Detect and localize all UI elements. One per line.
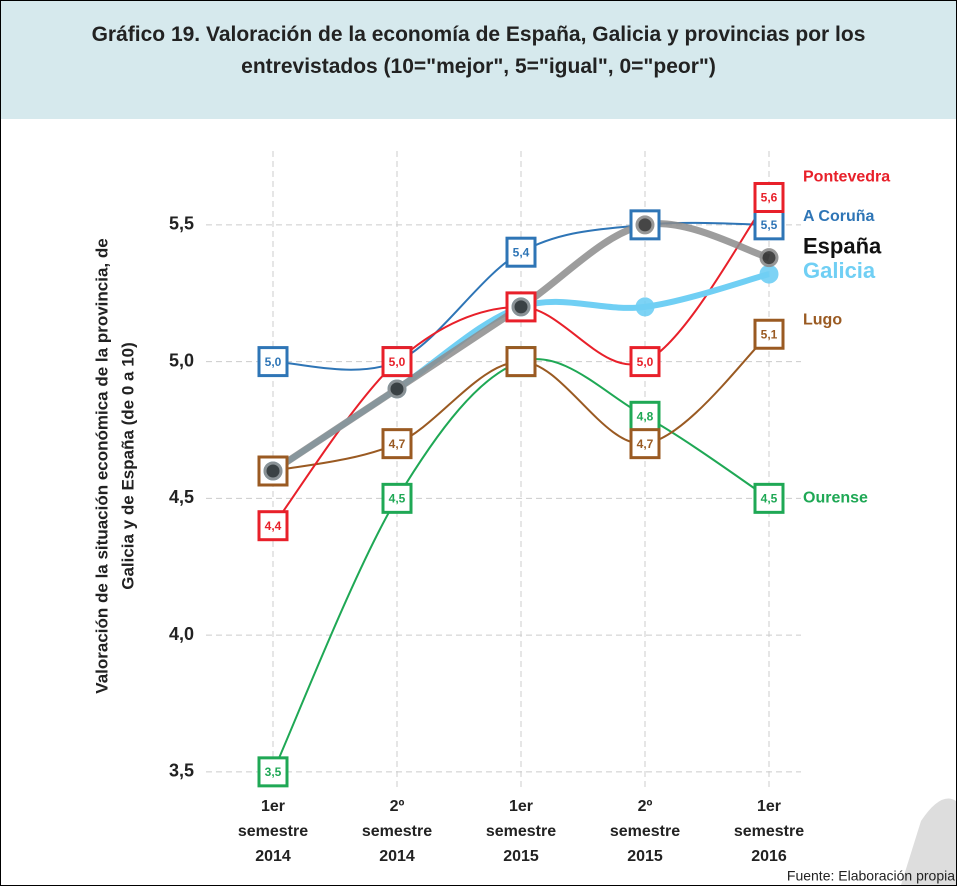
marker bbox=[389, 381, 405, 397]
value-label: 4,4 bbox=[265, 519, 282, 533]
legend-label: Pontevedra bbox=[803, 169, 890, 186]
x-tick-label: 2º semestre 2015 bbox=[610, 798, 680, 865]
x-tick-line: semestre bbox=[238, 823, 308, 840]
value-label: 5,0 bbox=[389, 355, 406, 369]
value-label: 4,8 bbox=[637, 409, 654, 423]
value-label: 4,7 bbox=[637, 437, 654, 451]
legend-label: España bbox=[803, 233, 882, 258]
x-tick-line: 1er bbox=[757, 798, 781, 815]
marker bbox=[513, 299, 529, 315]
y-axis-label: Valoración de la situación económica de … bbox=[92, 238, 111, 693]
x-tick-label: 1er semestre 2016 bbox=[734, 798, 804, 865]
value-label: 5,0 bbox=[637, 355, 654, 369]
x-tick-line: 2º bbox=[390, 798, 405, 815]
legend-label: A Coruña bbox=[803, 208, 875, 225]
x-tick-line: 1er bbox=[509, 798, 533, 815]
x-tick-line: semestre bbox=[610, 823, 680, 840]
x-tick-line: 2016 bbox=[751, 848, 787, 865]
x-tick-line: semestre bbox=[486, 823, 556, 840]
marker bbox=[507, 348, 535, 376]
chart: 3,5 4,0 4,5 5,0 5,5 1er semestre 2014 2º semestre… bbox=[1, 1, 956, 885]
value-label: 4,7 bbox=[389, 437, 406, 451]
x-tick-line: semestre bbox=[734, 823, 804, 840]
value-label: 5,4 bbox=[513, 245, 530, 259]
x-tick-line: semestre bbox=[362, 823, 432, 840]
value-label: 4,5 bbox=[389, 492, 406, 506]
x-tick-label: 2º semestre 2014 bbox=[362, 798, 432, 865]
x-tick-line: 2015 bbox=[503, 848, 539, 865]
y-tick-label: 4,5 bbox=[169, 487, 194, 507]
x-tick-line: 2014 bbox=[255, 848, 291, 865]
value-label: 4,5 bbox=[761, 492, 778, 506]
legend-label: Ourense bbox=[803, 490, 868, 507]
y-tick-label: 5,5 bbox=[169, 214, 194, 234]
value-label: 5,5 bbox=[761, 218, 778, 232]
x-tick-line: 1er bbox=[261, 798, 285, 815]
value-label: 3,5 bbox=[265, 765, 282, 779]
value-label: 5,1 bbox=[761, 327, 778, 341]
x-tick-line: 2015 bbox=[627, 848, 663, 865]
source: Fuente: Elaboración propia bbox=[787, 868, 955, 884]
legend-label: Galicia bbox=[803, 258, 876, 283]
value-label: 5,0 bbox=[265, 355, 282, 369]
page: Gráfico 19. Valoración de la economía de… bbox=[0, 0, 957, 886]
x-tick-line: 2º bbox=[638, 798, 653, 815]
marker bbox=[761, 250, 777, 266]
marker bbox=[637, 217, 653, 233]
legend-label: Lugo bbox=[803, 311, 842, 328]
y-tick-label: 3,5 bbox=[169, 761, 194, 781]
marker bbox=[761, 266, 777, 282]
marker bbox=[265, 463, 281, 479]
marker bbox=[637, 299, 653, 315]
x-tick-label: 1er semestre 2014 bbox=[238, 798, 308, 865]
y-tick-label: 5,0 bbox=[169, 350, 194, 370]
x-tick-line: 2014 bbox=[379, 848, 415, 865]
value-label: 5,6 bbox=[761, 191, 778, 205]
y-tick-label: 4,0 bbox=[169, 624, 194, 644]
y-axis-label: Galicia y de España (de 0 a 10) bbox=[118, 342, 137, 590]
x-tick-label: 1er semestre 2015 bbox=[486, 798, 556, 865]
